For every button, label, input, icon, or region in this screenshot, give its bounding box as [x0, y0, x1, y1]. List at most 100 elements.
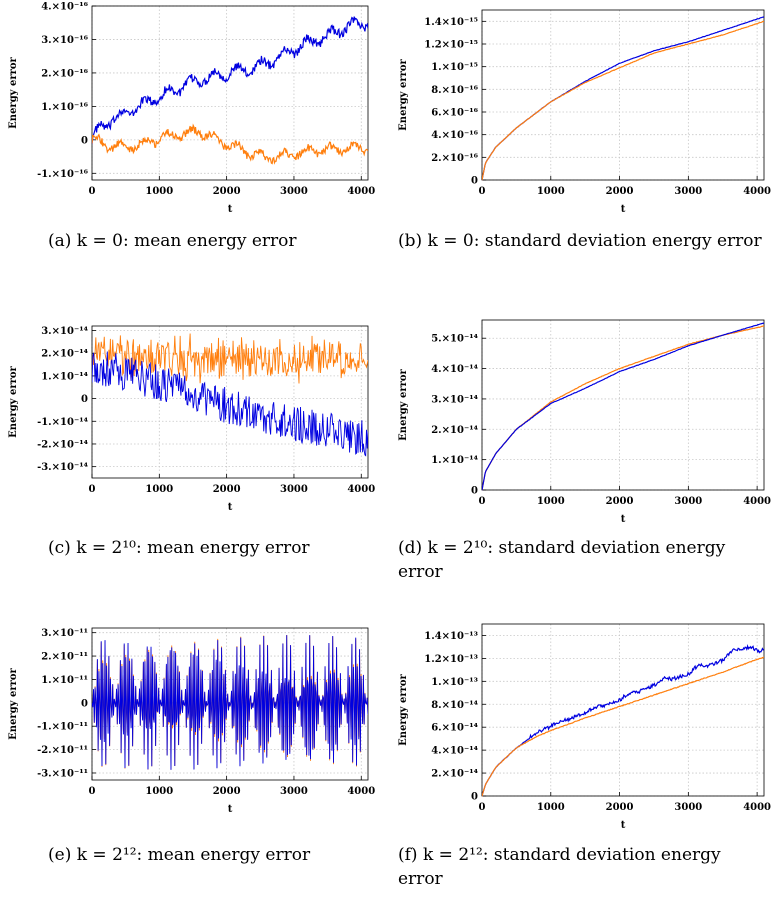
y-tick-label: 4.×10⁻¹⁶: [431, 130, 478, 141]
y-tick-label: 3.×10⁻¹⁴: [41, 326, 88, 337]
plot-frame: [481, 319, 765, 491]
chart-panel-c: 0 1000 2000 3000 4000 -3.×10⁻¹⁴ -2.×10⁻¹⁴ -1.×1…: [0, 316, 380, 513]
x-tick-label: 4000: [743, 496, 771, 507]
x-tick-label: 3000: [674, 496, 702, 507]
chart-b: 0 1000 2000 3000 4000 0 2.×10⁻¹⁶ 4.×10⁻¹⁶ 6.×10⁻…: [398, 9, 771, 215]
x-tick-label: 2000: [606, 496, 634, 507]
y-tick-label: 8.×10⁻¹⁶: [431, 85, 478, 96]
x-tick-label: 4000: [347, 186, 375, 197]
series-line-1: [482, 325, 764, 491]
caption-b: (b) k = 0: standard deviation energy err…: [398, 231, 762, 251]
x-tick-label: 0: [479, 496, 486, 507]
y-tick-label: 0: [81, 135, 88, 146]
y-tick-label: 1.×10⁻¹⁴: [41, 371, 88, 382]
grid-lines: [91, 5, 368, 180]
chart-panel-b: 0 1000 2000 3000 4000 0 2.×10⁻¹⁶ 4.×10⁻¹⁶ 6.×10⁻…: [390, 0, 771, 215]
x-axis-label: t: [621, 820, 626, 831]
y-tick-label: 1.×10⁻¹⁶: [41, 102, 88, 113]
x-axis-label: t: [621, 514, 626, 525]
caption-a: (a) k = 0: mean energy error: [48, 231, 297, 251]
x-tick-label: 2000: [213, 484, 241, 495]
y-tick-label: 0: [81, 698, 88, 709]
y-tick-label: -1.×10⁻¹¹: [37, 722, 88, 733]
y-tick-label: -1.×10⁻¹⁴: [37, 417, 89, 428]
x-tick-label: 3000: [280, 484, 308, 495]
x-tick-label: 2000: [213, 786, 241, 797]
chart-c: 0 1000 2000 3000 4000 -3.×10⁻¹⁴ -2.×10⁻¹⁴ -1.×1…: [8, 325, 375, 513]
caption-d: (d) k = 2¹⁰: standard deviation energy e…: [398, 538, 726, 582]
y-tick-label: 4.×10⁻¹⁶: [41, 2, 88, 13]
y-tick-label: -3.×10⁻¹⁴: [37, 462, 89, 473]
x-tick-label: 0: [89, 786, 96, 797]
series-line-1: [482, 644, 764, 797]
y-tick-label: 6.×10⁻¹⁶: [431, 108, 478, 119]
x-tick-label: 1000: [537, 802, 565, 813]
caption-c: (c) k = 2¹⁰: mean energy error: [48, 538, 310, 558]
chart-d: 0 1000 2000 3000 4000 0 1.×10⁻¹⁴ 2.×10⁻¹⁴ 3.×10⁻…: [398, 319, 771, 525]
series-line-1: [92, 16, 368, 145]
y-tick-label: -3.×10⁻¹¹: [37, 768, 88, 779]
series-line-2: [92, 351, 368, 457]
plot-frame: [91, 5, 369, 181]
series-line-2: [482, 656, 764, 797]
chart-panel-d: 0 1000 2000 3000 4000 0 1.×10⁻¹⁴ 2.×10⁻¹⁴ 3.×10⁻…: [390, 310, 771, 525]
x-tick-label: 3000: [674, 802, 702, 813]
y-tick-label: 1.4×10⁻¹³: [424, 631, 478, 642]
y-tick-label: 1.2×10⁻¹⁵: [424, 40, 478, 51]
y-tick-label: 2.×10⁻¹⁶: [431, 153, 478, 164]
y-tick-label: 2.×10⁻¹⁴: [41, 349, 88, 360]
y-tick-label: 3.×10⁻¹⁶: [41, 35, 88, 46]
y-tick-label: 1.×10⁻¹³: [431, 677, 478, 688]
y-tick-label: 3.×10⁻¹¹: [41, 628, 88, 639]
x-tick-label: 4000: [347, 786, 375, 797]
x-tick-label: 4000: [347, 484, 375, 495]
y-tick-label: 4.×10⁻¹⁴: [431, 746, 478, 757]
plot-frame: [481, 623, 765, 797]
series-line-2: [92, 123, 368, 165]
y-tick-label: 5.×10⁻¹⁴: [431, 334, 478, 345]
y-axis-label: Energy error: [8, 667, 19, 739]
y-axis-label: Energy error: [398, 58, 409, 130]
caption-f: (f) k = 2¹²: standard deviation energy e…: [398, 845, 721, 889]
chart-panel-f: 0 1000 2000 3000 4000 0 2.×10⁻¹⁴ 4.×10⁻¹⁴ 6.×10⁻…: [390, 614, 771, 831]
y-axis-label: Energy error: [8, 56, 19, 128]
chart-panel-e: 0 1000 2000 3000 4000 -3.×10⁻¹¹ -2.×10⁻¹¹ -1.×1…: [0, 618, 380, 815]
x-tick-label: 3000: [674, 186, 702, 197]
y-tick-label: 1.×10⁻¹⁵: [431, 62, 478, 73]
chart-a: 0 1000 2000 3000 4000-1.×10⁻¹⁶01.×10⁻¹⁶2.×10…: [8, 2, 375, 216]
y-tick-label: 4.×10⁻¹⁴: [431, 364, 478, 375]
y-tick-label: 3.×10⁻¹⁴: [431, 394, 478, 405]
x-tick-label: 1000: [537, 496, 565, 507]
y-axis-label: Energy error: [398, 673, 409, 745]
chart-f: 0 1000 2000 3000 4000 0 2.×10⁻¹⁴ 4.×10⁻¹⁴ 6.×10⁻…: [398, 623, 771, 831]
chart-panel-a: 0 1000 2000 3000 4000 -1.×10⁻¹⁶ 0 1.×10⁻¹⁶ 2.×10…: [0, 0, 380, 216]
y-tick-label: 1.2×10⁻¹³: [424, 654, 478, 665]
x-tick-label: 3000: [280, 786, 308, 797]
y-tick-label: 0: [471, 792, 478, 803]
y-tick-label: 8.×10⁻¹⁴: [431, 700, 478, 711]
x-axis-label: t: [228, 804, 233, 815]
x-tick-label: 1000: [145, 786, 173, 797]
y-tick-label: 2.×10⁻¹⁴: [431, 769, 478, 780]
x-tick-label: 4000: [743, 802, 771, 813]
grid-lines: [91, 628, 368, 780]
y-axis-label: Energy error: [398, 368, 409, 440]
grid-lines: [481, 624, 764, 797]
y-tick-label: -1.×10⁻¹⁶: [37, 169, 89, 180]
y-tick-label: 2.×10⁻¹¹: [41, 652, 88, 663]
series-line-1: [92, 333, 368, 384]
x-tick-label: 0: [479, 186, 486, 197]
x-tick-label: 4000: [743, 186, 771, 197]
series-line-2: [482, 322, 764, 491]
x-axis-label: t: [621, 204, 626, 215]
y-axis-label: Energy error: [8, 365, 19, 437]
x-tick-label: 0: [89, 484, 96, 495]
x-tick-label: 3000: [280, 186, 308, 197]
y-tick-label: 0: [81, 394, 88, 405]
y-tick-label: 2.×10⁻¹⁴: [431, 425, 478, 436]
chart-e: 0 1000 2000 3000 4000 -3.×10⁻¹¹ -2.×10⁻¹¹ -1.×1…: [8, 627, 375, 815]
x-tick-label: 2000: [213, 186, 241, 197]
series-line-1: [482, 16, 764, 181]
x-tick-label: 2000: [606, 802, 634, 813]
y-tick-label: 1.4×10⁻¹⁵: [424, 17, 478, 28]
